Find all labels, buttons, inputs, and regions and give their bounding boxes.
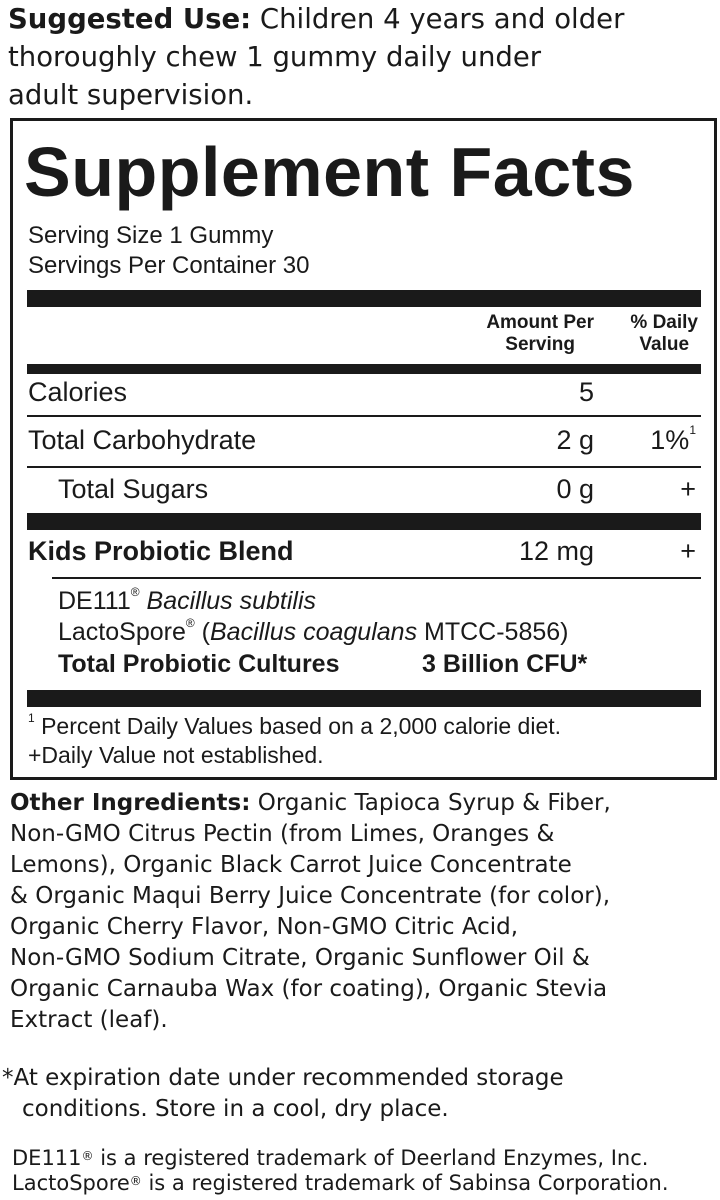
species: Bacillus subtilis <box>139 587 317 615</box>
footnote-daily-values: 1 Percent Daily Values based on a 2,000 … <box>28 711 562 740</box>
ingredients-label: Other Ingredients: <box>10 790 251 816</box>
row-calories-amount: 5 <box>578 377 594 407</box>
registered-mark: ® <box>185 616 195 630</box>
total-cultures-value: 3 Billion CFU* <box>422 650 588 678</box>
trademark-text: is a registered trademark of Deerland En… <box>93 1146 649 1170</box>
thick-divider <box>27 290 701 307</box>
trademark-lactospore: LactoSpore® is a registered trademark of… <box>12 1171 669 1196</box>
row-blend-dv: + <box>680 536 696 566</box>
header-line: % Daily <box>630 312 698 333</box>
ingredients-line: Other Ingredients: Organic Tapioca Syrup… <box>10 788 611 819</box>
expiration-note-line: conditions. Store in a cool, dry place. <box>22 1096 449 1122</box>
medium-divider <box>27 364 701 374</box>
strain: MTCC-5856) <box>417 618 569 646</box>
ingredients-line: Organic Carnauba Wax (for coating), Orga… <box>10 976 608 1002</box>
brand: LactoSpore <box>12 1171 130 1195</box>
suggested-use-text: Children 4 years and older <box>251 3 625 35</box>
footnote-ref: 1 <box>689 423 696 437</box>
row-sugars-name: Total Sugars <box>58 474 209 504</box>
ingredients-line: & Organic Maqui Berry Juice Concentrate … <box>10 883 611 909</box>
suggested-use-line: Suggested Use: Children 4 years and olde… <box>8 0 624 38</box>
footnote-not-established: +Daily Value not established. <box>28 742 324 768</box>
blend-ingredient-de111: DE111® Bacillus subtilis <box>58 585 317 616</box>
ingredients-text: Organic Tapioca Syrup & Fiber, <box>250 790 611 816</box>
row-sugars-amount: 0 g <box>556 474 594 504</box>
row-blend-amount: 12 mg <box>518 536 594 566</box>
row-blend-name: Kids Probiotic Blend <box>28 536 294 566</box>
ingredients-line: Non-GMO Sodium Citrate, Organic Sunflowe… <box>10 945 590 971</box>
row-divider <box>52 577 701 579</box>
header-line: Value <box>639 334 690 355</box>
header-line: Amount Per <box>486 312 594 333</box>
brand: DE111 <box>58 587 131 615</box>
expiration-note-line: *At expiration date under recommended st… <box>2 1065 564 1091</box>
panel-title: Supplement Facts <box>24 133 635 211</box>
trademark-text: is a registered trademark of Sabinsa Cor… <box>141 1171 669 1195</box>
footnote-text: Percent Daily Values based on a 2,000 ca… <box>34 713 562 739</box>
row-sugars-dv: + <box>680 474 696 504</box>
servings-per-container: Servings Per Container 30 <box>28 252 310 279</box>
row-divider <box>27 415 701 417</box>
serving-size: Serving Size 1 Gummy <box>28 222 274 249</box>
registered-mark: ® <box>129 1174 142 1188</box>
suggested-use-label: Suggested Use: <box>8 3 252 35</box>
total-cultures-label: Total Probiotic Cultures <box>58 650 340 678</box>
thick-divider <box>27 513 701 530</box>
ingredients-line: Extract (leaf). <box>10 1007 168 1033</box>
ingredients-line: Lemons), Organic Black Carrot Juice Conc… <box>10 852 572 878</box>
paren: ( <box>194 618 210 646</box>
registered-mark: ® <box>130 585 140 599</box>
row-divider <box>27 466 701 468</box>
ingredients-line: Non-GMO Citrus Pectin (from Limes, Orang… <box>10 821 555 847</box>
row-carb-dv: 1%1 <box>650 423 696 456</box>
amount-per-serving-header: Amount Per Serving <box>486 312 594 356</box>
dv-value: 1% <box>650 425 690 455</box>
footnote-mark: 1 <box>28 711 35 725</box>
suggested-use-line: adult supervision. <box>8 79 254 111</box>
ingredients-line: Organic Cherry Flavor, Non-GMO Citric Ac… <box>10 914 519 940</box>
registered-mark: ® <box>81 1149 94 1163</box>
brand: LactoSpore <box>58 618 186 646</box>
supplement-facts-panel <box>10 118 717 780</box>
header-line: Serving <box>505 334 575 355</box>
trademark-de111: DE111® is a registered trademark of Deer… <box>12 1146 648 1171</box>
row-calories-name: Calories <box>28 377 128 407</box>
thick-divider <box>27 690 701 707</box>
blend-ingredient-lactospore: LactoSpore® (Bacillus coagulans MTCC-585… <box>58 616 569 647</box>
brand: DE111 <box>12 1146 82 1170</box>
suggested-use-line: thoroughly chew 1 gummy daily under <box>8 41 542 73</box>
row-carb-name: Total Carbohydrate <box>28 425 257 455</box>
row-carb-amount: 2 g <box>556 425 594 455</box>
daily-value-header: % Daily Value <box>630 312 698 356</box>
species: Bacillus coagulans <box>210 618 418 646</box>
